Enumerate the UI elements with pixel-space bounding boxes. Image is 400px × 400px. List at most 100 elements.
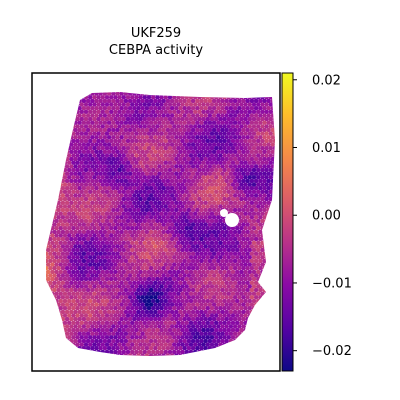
tissue-spot xyxy=(132,193,137,198)
tissue-spot xyxy=(207,244,213,249)
tissue-spot xyxy=(178,346,183,351)
tissue-spot xyxy=(102,186,108,191)
tissue-spot xyxy=(201,313,206,318)
tissue-spot xyxy=(207,295,213,300)
tissue-spot xyxy=(201,109,206,115)
tissue-spot xyxy=(106,120,112,125)
tissue-spot xyxy=(54,102,59,107)
tissue-spot xyxy=(109,138,114,144)
tissue-spot xyxy=(148,193,154,198)
tissue-spot xyxy=(119,98,124,104)
tissue-spot xyxy=(165,178,171,184)
tissue-spot xyxy=(69,207,74,213)
tissue-spot xyxy=(46,306,47,311)
tissue-spot xyxy=(98,280,103,285)
tissue-spot xyxy=(237,222,242,227)
tissue-spot xyxy=(241,186,246,191)
tissue-spot xyxy=(79,327,85,333)
tissue-spot xyxy=(239,313,244,318)
tissue-spot xyxy=(96,153,101,158)
tissue-spot xyxy=(272,313,275,318)
tissue-spot xyxy=(155,291,160,296)
tissue-spot xyxy=(180,335,185,340)
tissue-spot xyxy=(195,215,200,220)
tissue-spot xyxy=(90,346,95,351)
tissue-spot xyxy=(266,280,271,285)
tissue-spot xyxy=(272,226,275,231)
tissue-spot xyxy=(197,124,202,129)
tissue-spot xyxy=(203,164,208,169)
tissue-spot xyxy=(190,164,196,169)
tissue-spot xyxy=(81,229,87,235)
tissue-spot xyxy=(266,92,271,96)
tissue-spot xyxy=(50,116,55,122)
tissue-spot xyxy=(190,258,196,264)
tissue-spot xyxy=(138,269,143,275)
tissue-spot xyxy=(75,189,80,194)
tissue-spot xyxy=(178,186,183,191)
tissue-spot xyxy=(58,247,63,253)
tissue-spot xyxy=(121,167,127,173)
tissue-spot xyxy=(272,218,275,224)
tissue-spot xyxy=(85,120,91,125)
tissue-spot xyxy=(184,327,189,333)
tissue-spot xyxy=(161,353,166,356)
tissue-spot xyxy=(270,236,275,242)
tissue-spot xyxy=(211,236,217,242)
tissue-spot xyxy=(144,266,150,271)
tissue-spot xyxy=(148,222,154,227)
tissue-spot xyxy=(88,102,93,107)
tissue-spot xyxy=(188,276,194,282)
tissue-spot xyxy=(111,353,116,356)
tissue-spot xyxy=(201,204,206,209)
tissue-spot xyxy=(64,92,70,96)
tissue-spot xyxy=(230,204,236,209)
tissue-spot xyxy=(253,353,259,356)
tissue-spot xyxy=(123,135,129,140)
tissue-spot xyxy=(60,244,66,249)
tissue-spot xyxy=(136,244,141,249)
tissue-spot xyxy=(130,269,135,275)
tissue-spot xyxy=(193,233,198,238)
tissue-spot xyxy=(176,349,181,355)
tissue-spot xyxy=(52,258,57,264)
tissue-spot xyxy=(153,295,158,300)
tissue-spot xyxy=(109,255,114,260)
tissue-spot xyxy=(54,109,59,115)
tissue-spot xyxy=(100,218,106,224)
tissue-spot xyxy=(111,186,116,191)
tissue-spot xyxy=(148,207,154,213)
tissue-spot xyxy=(169,331,175,336)
tissue-spot xyxy=(153,353,158,356)
tissue-spot xyxy=(197,233,202,238)
tissue-spot xyxy=(258,178,263,184)
tissue-spot xyxy=(230,233,236,238)
tissue-spot xyxy=(46,149,49,155)
tissue-spot xyxy=(69,113,74,118)
tissue-spot xyxy=(83,262,89,267)
tissue-spot xyxy=(98,178,103,184)
tissue-spot xyxy=(256,160,261,165)
tissue-spot xyxy=(201,357,205,361)
tissue-spot xyxy=(46,102,51,107)
tissue-spot xyxy=(125,313,131,318)
tissue-spot xyxy=(46,160,51,165)
tissue-spot xyxy=(201,306,206,311)
tissue-spot xyxy=(169,171,175,176)
tissue-spot xyxy=(98,186,103,191)
tissue-spot xyxy=(216,149,221,154)
tissue-spot xyxy=(268,92,273,93)
tissue-spot xyxy=(100,291,106,296)
tissue-spot xyxy=(62,240,68,245)
tissue-spot xyxy=(237,171,242,176)
tissue-spot xyxy=(188,102,194,107)
tissue-spot xyxy=(75,349,80,355)
tissue-spot xyxy=(157,273,162,278)
tissue-spot xyxy=(90,258,95,264)
tissue-spot xyxy=(243,349,248,355)
tissue-spot xyxy=(197,211,202,216)
tissue-spot xyxy=(67,211,72,216)
tissue-spot xyxy=(249,222,255,227)
tissue-spot xyxy=(186,266,192,271)
colorbar-tick-label: −0.02 xyxy=(312,344,352,359)
